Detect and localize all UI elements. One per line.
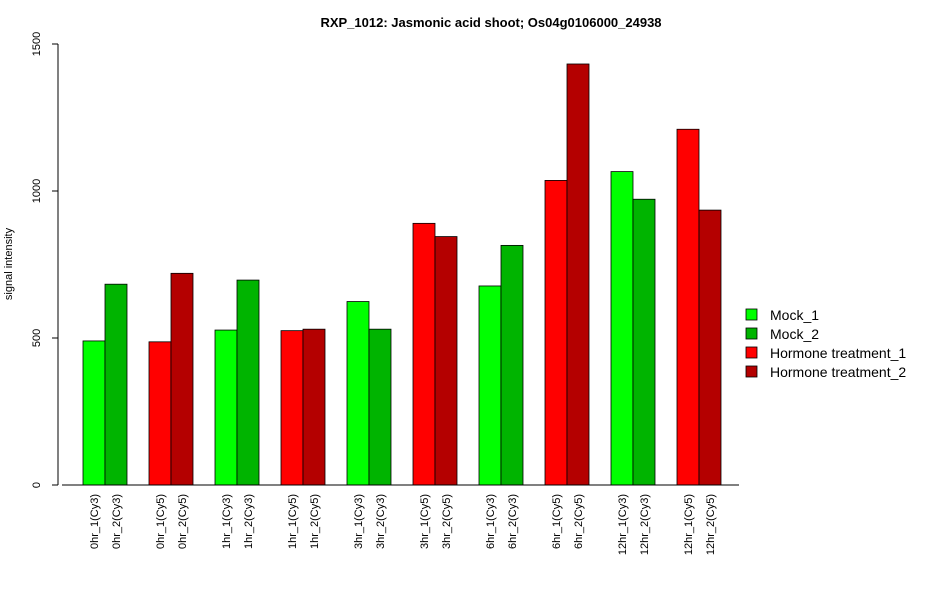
y-axis-label: signal intensity [3,227,15,300]
x-tick-label: 6hr_2(Cy5) [573,494,585,549]
bar-6hr_2(Cy3) [500,244,524,486]
bar-1hr_1(Cy5) [280,330,304,486]
bar-1hr_1(Cy3) [214,329,238,486]
x-tick-label: 12hr_2(Cy5) [705,494,717,555]
bar-6hr_1(Cy3) [478,285,502,486]
x-tick-label: 6hr_1(Cy5) [551,494,563,549]
y-tick-label: 1000 [31,179,43,203]
x-tick-label: 3hr_2(Cy5) [441,494,453,549]
bar-3hr_1(Cy5) [412,222,436,486]
bar-3hr_2(Cy5) [434,236,458,486]
legend-swatch [745,346,758,359]
x-tick-label: 6hr_1(Cy3) [485,494,497,549]
x-tick-label: 1hr_2(Cy3) [243,494,255,549]
legend-swatch [745,308,758,321]
bar-12hr_2(Cy3) [632,198,656,486]
legend-label: Mock_2 [770,326,819,342]
x-tick-label: 0hr_1(Cy3) [89,494,101,549]
x-tick-label: 12hr_2(Cy3) [639,494,651,555]
legend: Mock_1 Mock_2 Hormone treatment_1 Hormone t… [745,307,906,380]
x-tick-label: 1hr_2(Cy5) [309,494,321,549]
bar-6hr_1(Cy5) [544,180,568,486]
bar-1hr_2(Cy5) [302,328,326,486]
bar-0hr_1(Cy3) [82,340,106,486]
x-tick-label: 12hr_1(Cy3) [617,494,629,555]
bars-group [82,63,722,486]
legend-swatch [745,327,758,340]
x-tick-label: 3hr_1(Cy3) [353,494,365,549]
bar-12hr_2(Cy5) [698,209,722,486]
y-tick-label: 1500 [31,32,43,56]
bar-12hr_1(Cy5) [676,128,700,486]
x-tick-labels: 0hr_1(Cy3) 0hr_2(Cy3) 0hr_1(Cy5) 0hr_2(Cy5)… [89,494,717,555]
x-tick-label: 3hr_1(Cy5) [419,494,431,549]
bar-0hr_2(Cy3) [104,283,128,486]
x-tick-label: 12hr_1(Cy5) [683,494,695,555]
bar-6hr_2(Cy5) [566,63,590,486]
legend-label: Mock_1 [770,307,819,323]
x-tick-label: 0hr_1(Cy5) [155,494,167,549]
legend-label: Hormone treatment_1 [770,345,906,361]
x-tick-label: 6hr_2(Cy3) [507,494,519,549]
x-tick-label: 1hr_1(Cy5) [287,494,299,549]
chart-title: RXP_1012: Jasmonic acid shoot; Os04g0106… [320,15,661,30]
bar-12hr_1(Cy3) [610,171,634,486]
bar-0hr_1(Cy5) [148,341,172,486]
y-tick-label: 0 [31,482,43,488]
x-tick-label: 0hr_2(Cy5) [177,494,189,549]
x-tick-label: 0hr_2(Cy3) [111,494,123,549]
y-axis: 0 500 1000 1500 [31,32,59,488]
x-tick-label: 3hr_2(Cy3) [375,494,387,549]
x-tick-label: 1hr_1(Cy3) [221,494,233,549]
bar-1hr_2(Cy3) [236,279,260,486]
legend-swatch [745,365,758,378]
y-tick-label: 500 [31,329,43,347]
bar-0hr_2(Cy5) [170,272,194,486]
legend-label: Hormone treatment_2 [770,364,906,380]
bar-3hr_2(Cy3) [368,328,392,486]
bar-3hr_1(Cy3) [346,301,370,486]
